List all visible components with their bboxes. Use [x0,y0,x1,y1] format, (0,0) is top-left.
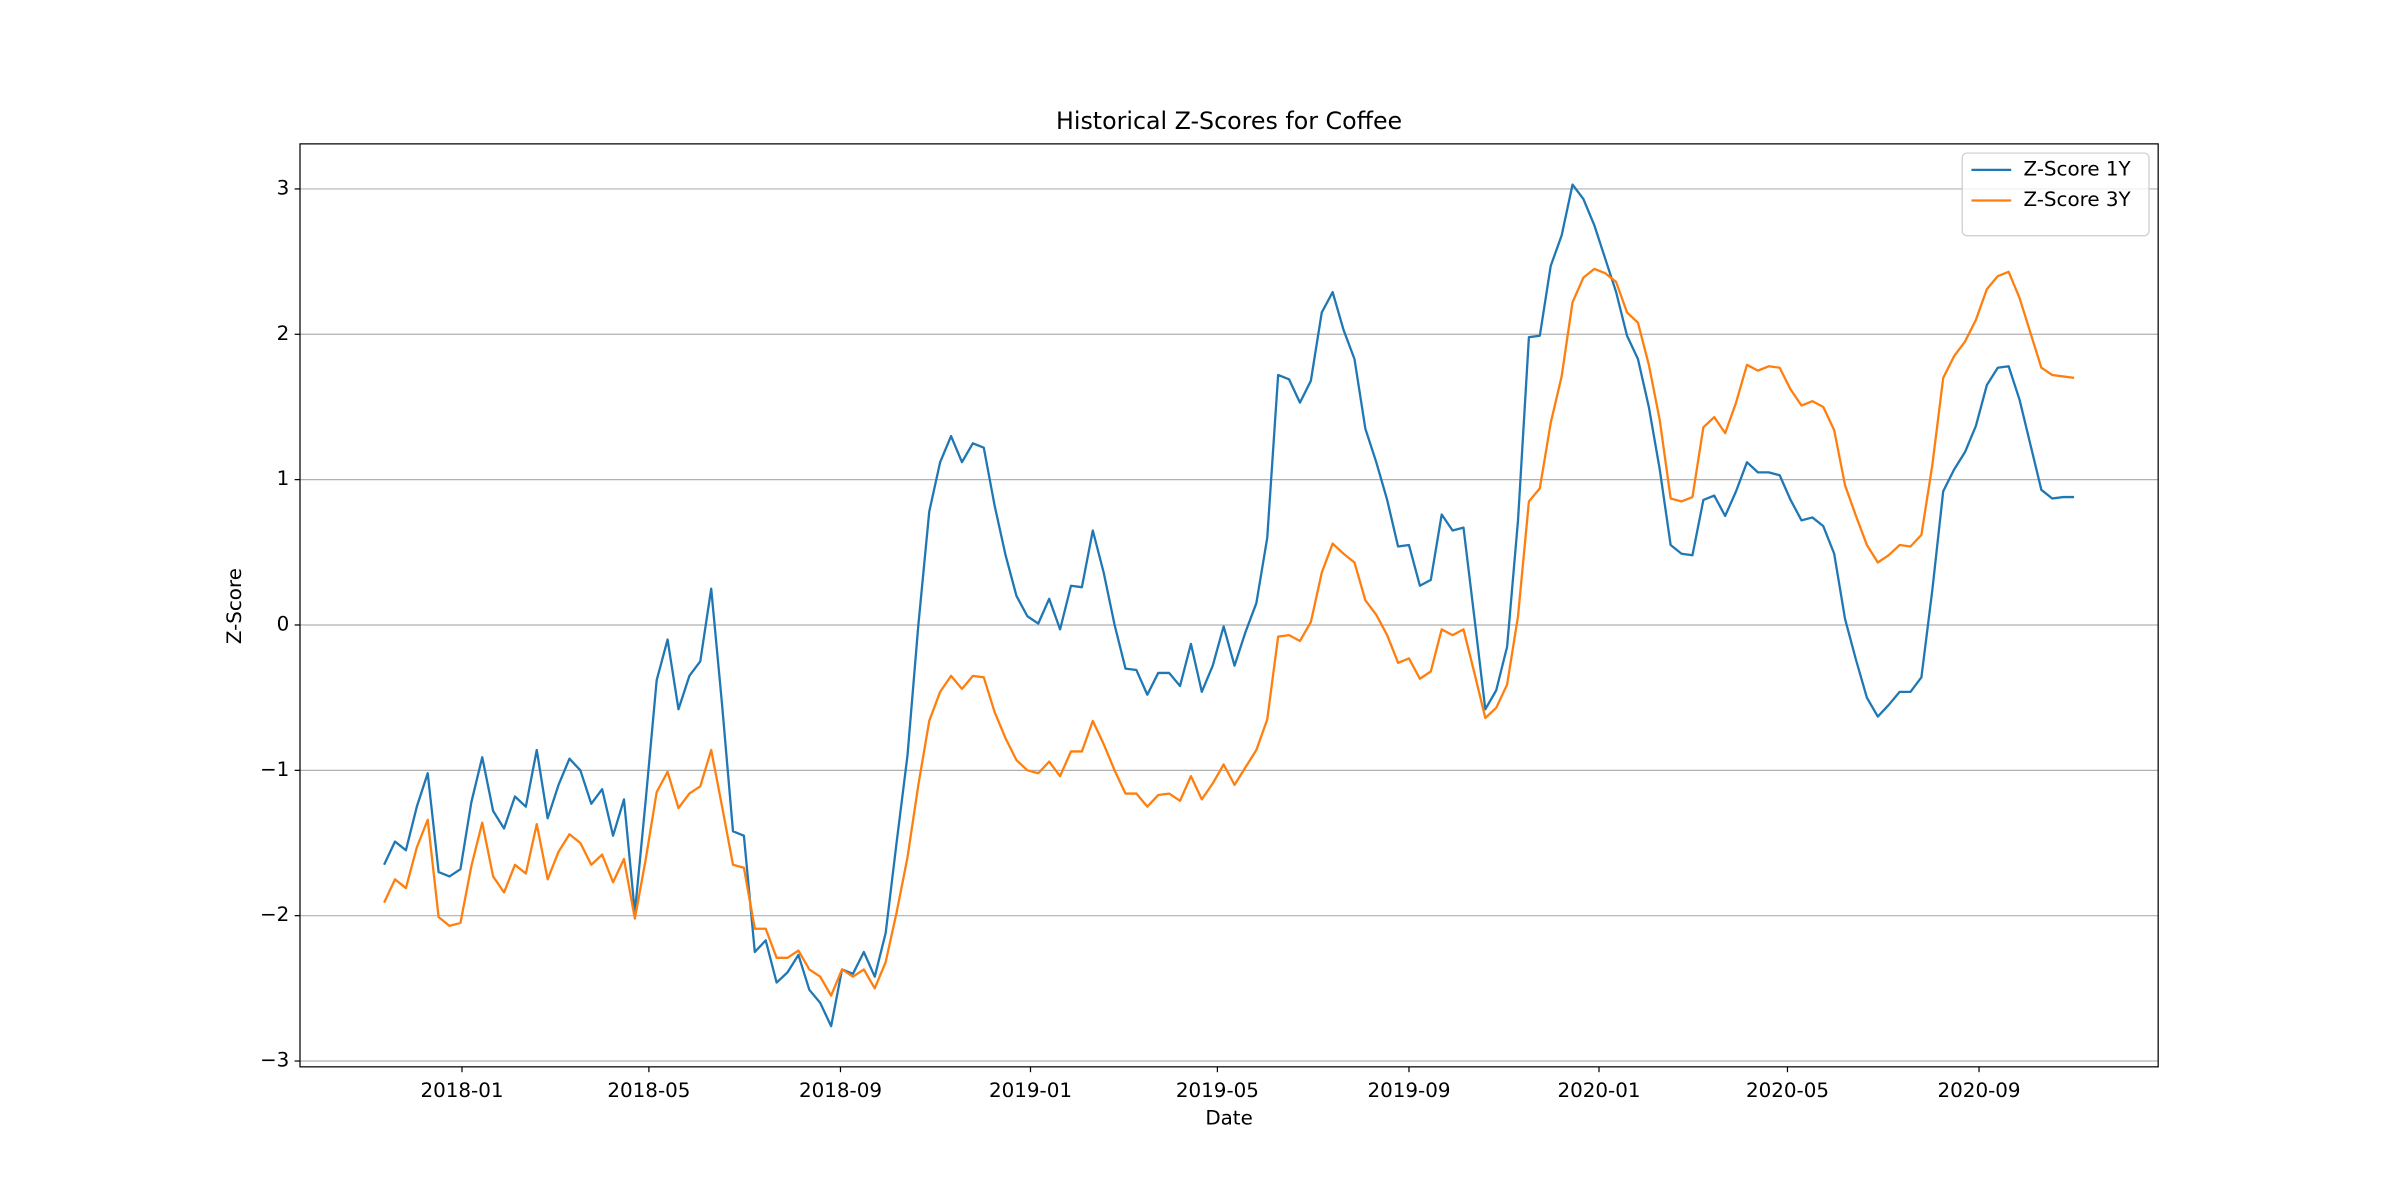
series-line [383,267,2075,997]
y-tick-label: −3 [260,1049,289,1072]
y-tick-label: 2 [277,322,290,345]
legend-label: Z-Score 3Y [2023,188,2131,211]
x-tick-label: 2019-05 [1176,1079,1259,1102]
x-tick-label: 2020-01 [1557,1079,1640,1102]
y-tick-label: 3 [277,176,290,199]
y-axis-label: Z-Score [223,568,246,644]
x-tick-label: 2018-05 [607,1079,690,1102]
y-tick-label: 0 [277,612,290,635]
x-tick-label: 2020-05 [1746,1079,1829,1102]
y-tick-label: −1 [260,758,289,781]
series-line [383,183,2075,1028]
x-tick-label: 2019-01 [989,1079,1072,1102]
y-tick-label: 1 [277,467,290,490]
plot-frame [299,143,2159,1068]
x-tick-label: 2019-09 [1367,1079,1450,1102]
legend-box [1961,152,2150,237]
legend-label: Z-Score 1Y [2023,157,2131,180]
chart-title: Historical Z-Scores for Coffee [1056,107,1402,135]
x-tick-label: 2018-09 [799,1079,882,1102]
x-tick-label: 2020-09 [1938,1079,2021,1102]
x-axis-label: Date [1205,1106,1253,1129]
y-tick-label: −2 [260,903,289,926]
x-tick-label: 2018-01 [420,1079,503,1102]
